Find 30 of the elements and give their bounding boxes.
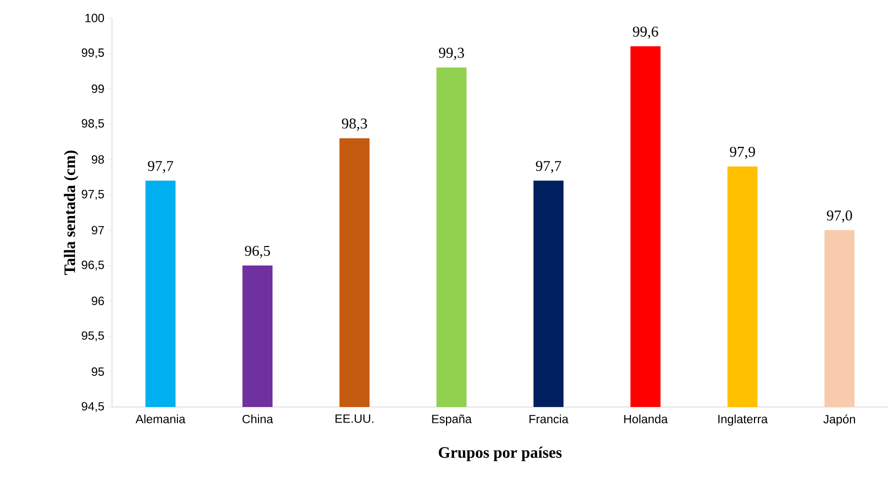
data-label: 97,7 (536, 160, 562, 174)
y-tick-label: 95,5 (82, 331, 104, 342)
x-tick-label: Francia (530, 414, 568, 424)
x-tick-label: Inglaterra (718, 414, 768, 426)
x-axis-title: Grupos por países (438, 446, 562, 462)
data-label: 97,7 (148, 160, 174, 174)
data-label: 99,6 (632, 26, 658, 39)
y-tick-label: 100 (85, 14, 104, 22)
data-label: 97,0 (826, 210, 852, 223)
data-label: 96,5 (244, 246, 270, 258)
y-tick-label: 98,5 (82, 119, 104, 130)
y-tick-label: 99 (92, 84, 104, 93)
y-tick-label: 99,5 (82, 48, 104, 58)
y-tick-label: 97 (92, 226, 104, 234)
y-tick-label: 94,5 (82, 402, 104, 412)
x-tick-label: Alemania (136, 414, 186, 424)
y-axis-title: Talla sentada (cm) (64, 150, 78, 275)
y-tick-label: 98 (92, 155, 104, 164)
data-label: 98,3 (342, 118, 367, 131)
x-tick-label: China (242, 414, 274, 424)
x-tick-label: Japón (823, 414, 856, 426)
data-label: 97,9 (730, 146, 755, 160)
y-tick-label: 96,5 (82, 260, 104, 270)
y-tick-label: 96 (92, 296, 104, 306)
data-label: 99,3 (438, 48, 464, 60)
x-tick-label: EE.UU. (336, 414, 374, 423)
x-tick-label: España (432, 414, 472, 426)
y-tick-label: 97,5 (82, 190, 104, 200)
y-tick-label: 95 (92, 367, 104, 376)
x-tick-label: Holanda (624, 414, 668, 424)
